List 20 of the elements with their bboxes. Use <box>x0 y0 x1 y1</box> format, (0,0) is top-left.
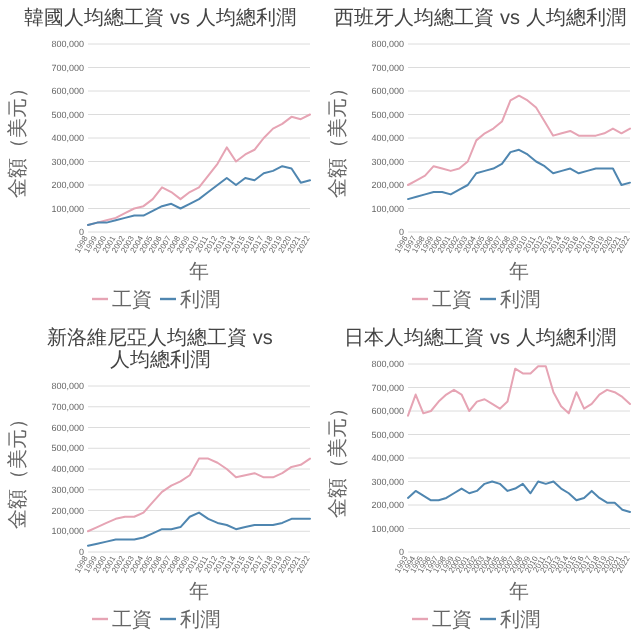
y-axis-title: 金額（美元） <box>6 409 30 529</box>
legend-label: 工資 <box>432 288 472 312</box>
chart-title: 日本人均總工資 vs 人均總利潤 <box>344 326 616 350</box>
legend-label: 利潤 <box>500 608 540 632</box>
chart-title: 韓國人均總工資 vs 人均總利潤 <box>24 6 296 30</box>
y-axis-title: 金額（美元） <box>326 398 350 518</box>
legend-label: 利潤 <box>500 288 540 312</box>
legend-label: 工資 <box>112 288 152 312</box>
x-axis-title: 年 <box>509 260 529 284</box>
legend-label: 利潤 <box>180 288 220 312</box>
x-axis-title: 年 <box>509 580 529 604</box>
x-axis-title: 年 <box>189 260 209 284</box>
chart-title: 新洛維尼亞人均總工資 vs 人均總利潤 <box>47 326 273 372</box>
legend-label: 利潤 <box>180 608 220 632</box>
x-axis-title: 年 <box>189 580 209 604</box>
chart-title: 西班牙人均總工資 vs 人均總利潤 <box>334 6 626 30</box>
y-axis-title: 金額（美元） <box>6 78 30 198</box>
y-axis-title: 金額（美元） <box>326 78 350 198</box>
legend-label: 工資 <box>432 608 472 632</box>
legend-label: 工資 <box>112 608 152 632</box>
